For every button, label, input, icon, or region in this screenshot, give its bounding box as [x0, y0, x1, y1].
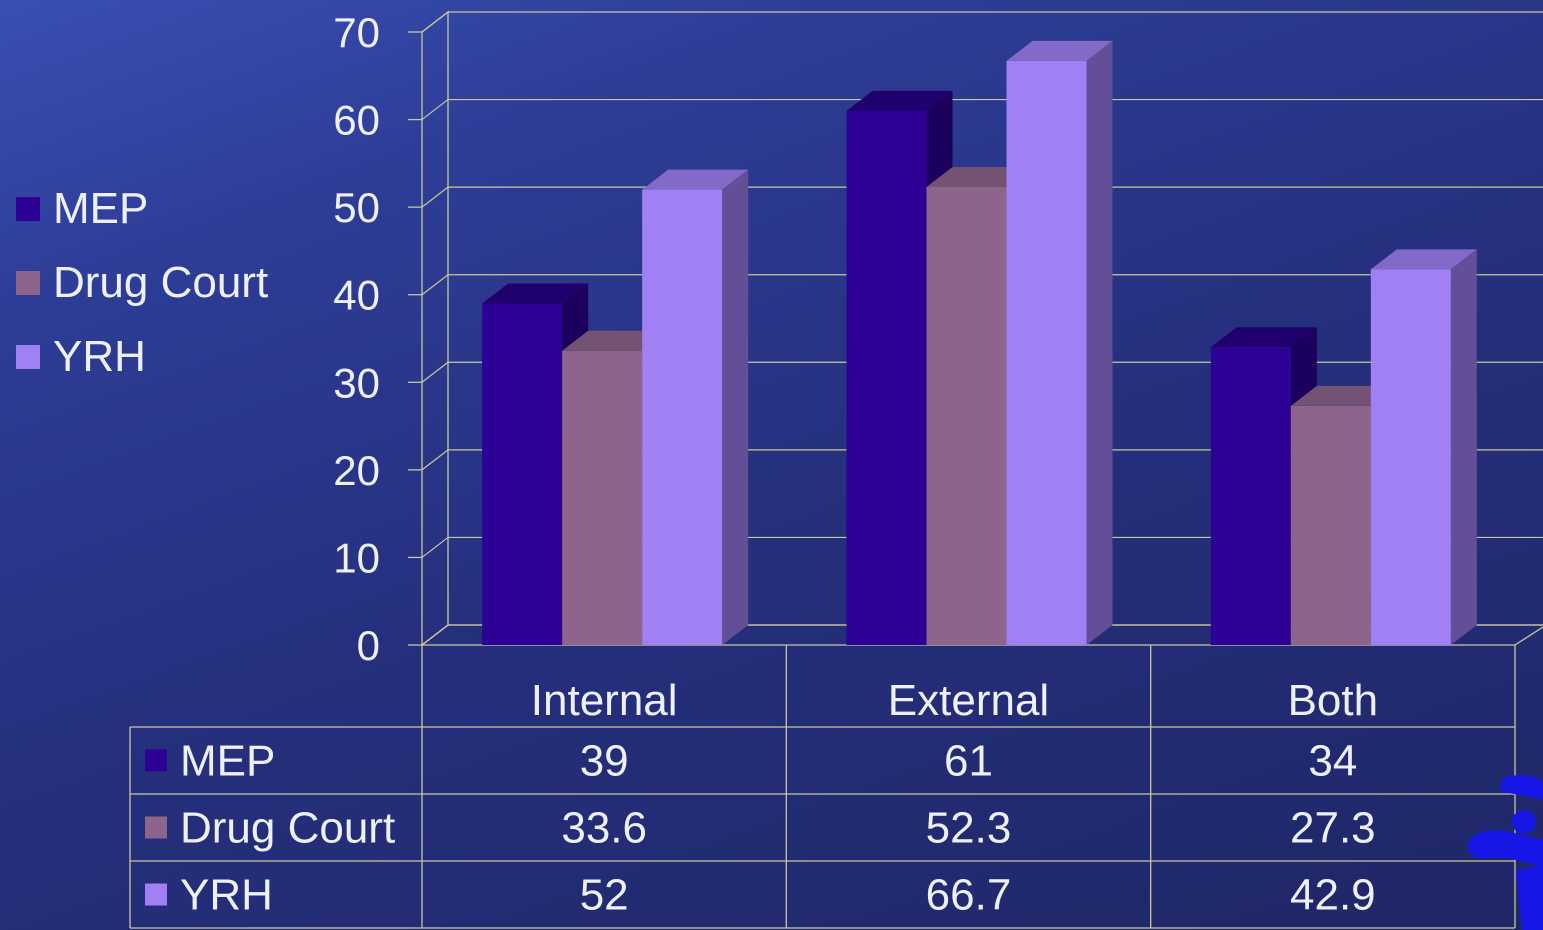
bar-yrh-external	[1006, 40, 1113, 646]
table-cell-mep-internal: 39	[580, 737, 629, 786]
table-cell-mep-external: 61	[944, 737, 993, 786]
table-cell-yrh-external: 66.7	[926, 871, 1012, 920]
table-swatch-yrh	[145, 883, 167, 906]
bar-top	[562, 330, 669, 351]
y-tick-label-50: 50	[333, 184, 380, 231]
legend-item-mep: MEP	[16, 172, 268, 246]
table-row-label-mep: MEP	[180, 737, 275, 786]
bar-top	[926, 167, 1033, 188]
bar-side	[1450, 249, 1477, 645]
table-cell-mep-both: 34	[1308, 737, 1357, 786]
y-tick-label-10: 10	[333, 534, 380, 581]
table-cell-yrh-both: 42.9	[1290, 871, 1376, 920]
bar-top	[1290, 385, 1397, 406]
bar-front	[1210, 347, 1291, 645]
bar-front	[482, 303, 563, 645]
bar-top	[642, 169, 749, 190]
bars	[482, 40, 1477, 646]
y-tick-label-40: 40	[333, 272, 380, 319]
legend-swatch-yrh	[16, 345, 40, 369]
bar-front	[1006, 60, 1087, 646]
bar-yrh-internal	[642, 169, 749, 645]
bar-side	[722, 169, 749, 645]
legend-swatch-mep	[16, 197, 40, 221]
gridline-20	[421, 449, 1543, 471]
legend-label-yrh: YRH	[53, 332, 146, 381]
bar-top	[846, 90, 953, 111]
y-tick-label-70: 70	[333, 9, 380, 56]
legend-label-drug-court: Drug Court	[53, 258, 269, 307]
blue-figure-logo-icon	[1466, 770, 1543, 930]
bar-front	[1370, 269, 1451, 645]
legend: MEP Drug Court YRH	[16, 172, 268, 394]
y-axis-ticks: 0 10 20 30 40 50 60 70	[333, 9, 422, 669]
gridline-50	[421, 186, 1543, 208]
side-wall	[421, 10, 449, 647]
x-category-label-internal: Internal	[531, 676, 678, 725]
gridlines	[421, 11, 1543, 646]
bar-yrh-both	[1370, 249, 1477, 645]
legend-item-drug-court: Drug Court	[16, 246, 268, 320]
bar-side	[1086, 40, 1113, 646]
bar-top	[1006, 40, 1113, 61]
legend-swatch-drug-court	[16, 271, 40, 295]
table-swatch-drug-court	[145, 816, 167, 839]
gridline-0	[421, 624, 1543, 646]
table-cell-drug-court-both: 27.3	[1290, 804, 1376, 853]
y-tick-label-20: 20	[333, 447, 380, 494]
bar-front	[1290, 405, 1371, 645]
table-cell-yrh-internal: 52	[580, 871, 629, 920]
gridline-40	[421, 274, 1543, 296]
gridline-60	[421, 98, 1543, 121]
table-swatch-mep	[145, 749, 167, 772]
table-row-label-drug-court: Drug Court	[180, 804, 395, 853]
x-category-label-external: External	[888, 676, 1049, 725]
bar-top	[1210, 327, 1317, 348]
gridline-30	[421, 361, 1543, 383]
bar-front	[846, 110, 927, 646]
table-cell-drug-court-internal: 33.6	[561, 804, 647, 853]
bar-front	[562, 350, 643, 645]
bar-front	[642, 189, 723, 645]
bar-top	[482, 283, 589, 304]
legend-item-yrh: YRH	[16, 320, 268, 394]
data-table: Internal External Both MEP 39 61 34 Drug Court 3…	[129, 645, 1516, 929]
gridline-70	[421, 11, 1543, 33]
bar-front	[926, 187, 1007, 645]
table-cell-drug-court-external: 52.3	[926, 804, 1012, 853]
table-row-label-yrh: YRH	[180, 871, 273, 920]
legend-label-mep: MEP	[53, 184, 149, 233]
y-tick-label-30: 30	[333, 359, 380, 406]
y-tick-label-0: 0	[357, 622, 380, 669]
y-tick-label-60: 60	[333, 97, 380, 144]
x-category-label-both: Both	[1288, 676, 1379, 725]
bar-top	[1370, 249, 1477, 270]
gridline-10	[421, 536, 1543, 558]
